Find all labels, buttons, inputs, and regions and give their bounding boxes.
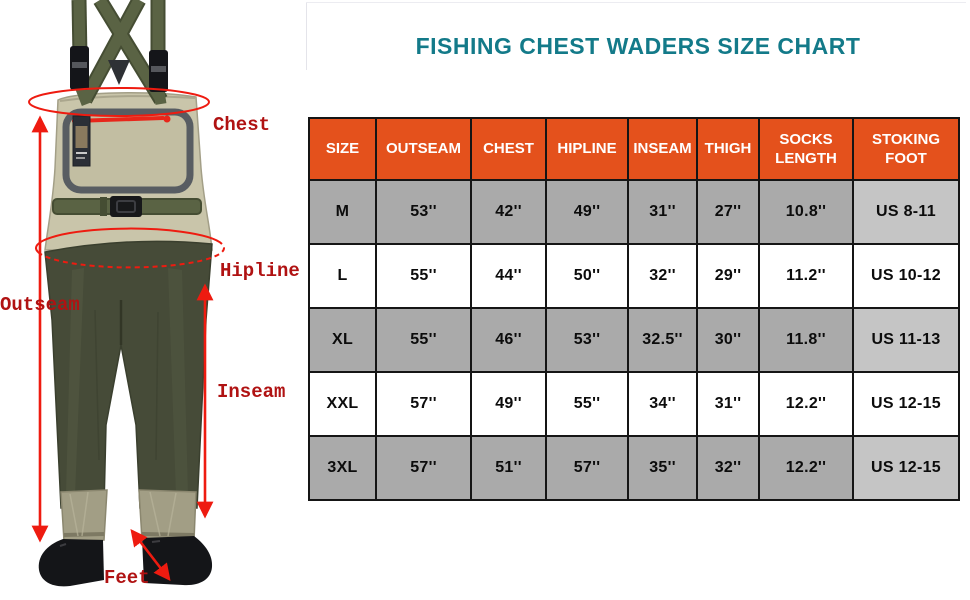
size-chart-table: SIZE OUTSEAM CHEST HIPLINE INSEAM THIGH … (308, 117, 960, 501)
value-cell: 12.2'' (758, 371, 854, 437)
col-header-thigh: THIGH (696, 117, 760, 181)
suspender-straps (70, 0, 168, 106)
value-cell: 34'' (627, 371, 698, 437)
outseam-label: Outseam (0, 294, 80, 316)
measurement-annotations (28, 87, 225, 582)
hipline-label: Hipline (220, 260, 300, 282)
value-cell: 50'' (545, 243, 629, 309)
value-cell: 46'' (470, 307, 547, 373)
value-cell: 35'' (627, 435, 698, 501)
value-cell: US 12-15 (852, 435, 960, 501)
size-cell: XL (308, 307, 377, 373)
value-cell: 55'' (375, 243, 472, 309)
value-cell: 11.8'' (758, 307, 854, 373)
value-cell: 53'' (375, 179, 472, 245)
suspender-buckles (70, 46, 168, 92)
chest-ellipse (28, 87, 210, 117)
waist-belt (52, 196, 202, 217)
size-chart-panel: FISHING CHEST WADERS SIZE CHART SIZE OUT… (306, 0, 970, 600)
inseam-label: Inseam (217, 381, 285, 403)
value-cell: 32.5'' (627, 307, 698, 373)
page-title: FISHING CHEST WADERS SIZE CHART (415, 33, 861, 59)
wader-legs (44, 240, 213, 509)
value-cell: 32'' (696, 435, 760, 501)
table-row-l: L 55'' 44'' 50'' 32'' 29'' 11.2'' US 10-… (308, 243, 960, 309)
value-cell: 51'' (470, 435, 547, 501)
value-cell: 30'' (696, 307, 760, 373)
chest-pocket (62, 108, 194, 194)
value-cell: 29'' (696, 243, 760, 309)
table-header-row: SIZE OUTSEAM CHEST HIPLINE INSEAM THIGH … (308, 117, 960, 181)
feet-label: Feet (104, 567, 150, 589)
value-cell: US 11-13 (852, 307, 960, 373)
value-cell: 57'' (375, 371, 472, 437)
value-cell: 49'' (545, 179, 629, 245)
col-header-inseam: INSEAM (627, 117, 698, 181)
value-cell: 53'' (545, 307, 629, 373)
value-cell: 10.8'' (758, 179, 854, 245)
value-cell: US 12-15 (852, 371, 960, 437)
value-cell: 12.2'' (758, 435, 854, 501)
col-header-chest: CHEST (470, 117, 547, 181)
table-row-xl: XL 55'' 46'' 53'' 32.5'' 30'' 11.8'' US … (308, 307, 960, 373)
size-cell: L (308, 243, 377, 309)
value-cell: 57'' (375, 435, 472, 501)
feet-arrow (130, 528, 171, 582)
col-header-stoking-foot: STOKING FOOT (852, 117, 960, 181)
panel-edge-line-vertical (306, 2, 307, 70)
hip-ellipse-front (37, 243, 225, 269)
table-row-3xl: 3XL 57'' 51'' 57'' 35'' 32'' 12.2'' US 1… (308, 435, 960, 501)
value-cell: 32'' (627, 243, 698, 309)
table-row-xxl: XXL 57'' 49'' 55'' 34'' 31'' 12.2'' US 1… (308, 371, 960, 437)
panel-edge-line-horizontal (306, 2, 966, 3)
value-cell: 57'' (545, 435, 629, 501)
value-cell: 42'' (470, 179, 547, 245)
value-cell: 44'' (470, 243, 547, 309)
wader-photo-panel: Chest Hipline Outseam Inseam Feet (0, 0, 305, 600)
value-cell: 55'' (545, 371, 629, 437)
hang-tag (72, 115, 91, 167)
size-cell: 3XL (308, 435, 377, 501)
value-cell: US 8-11 (852, 179, 960, 245)
value-cell: 31'' (627, 179, 698, 245)
gravel-guards (60, 489, 197, 542)
col-header-hipline: HIPLINE (545, 117, 629, 181)
col-header-size: SIZE (308, 117, 377, 181)
size-cell: M (308, 179, 377, 245)
chest-label: Chest (213, 114, 270, 136)
value-cell: 11.2'' (758, 243, 854, 309)
value-cell: US 10-12 (852, 243, 960, 309)
col-header-outseam: OUTSEAM (375, 117, 472, 181)
col-header-socks-length: SOCKS LENGTH (758, 117, 854, 181)
value-cell: 49'' (470, 371, 547, 437)
value-cell: 27'' (696, 179, 760, 245)
wader-diagram: Chest Hipline Outseam Inseam Feet (0, 0, 300, 589)
table-row-m: M 53'' 42'' 49'' 31'' 27'' 10.8'' US 8-1… (308, 179, 960, 245)
value-cell: 31'' (696, 371, 760, 437)
size-cell: XXL (308, 371, 377, 437)
value-cell: 55'' (375, 307, 472, 373)
